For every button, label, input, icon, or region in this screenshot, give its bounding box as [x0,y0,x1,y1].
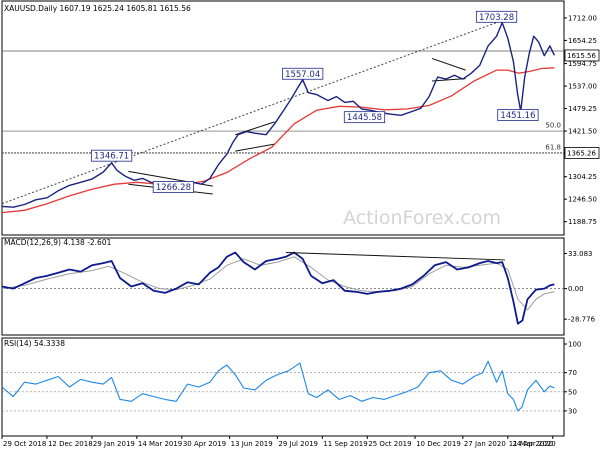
price-y-tick-label: 1421.50 [568,128,597,136]
x-tick-label: 29 Jul 2019 [278,440,318,448]
panel-frames [1,0,565,437]
panel-frame-macd [1,237,565,336]
annotation-box [497,109,539,121]
x-axis: 29 Oct 2018 12 Dec 2018 29 Jan 2019 14 Mar … [1,436,556,448]
price-y-tick-label: 1712.00 [568,14,597,22]
macd-header: MACD(12,26,9) 4.138 -2.601 [4,238,112,247]
channel-line [431,57,466,71]
x-tick-label: 10 Dec 2019 [416,440,461,448]
annotation-box [343,111,386,124]
rsi-y-tick-label: 50 [568,388,577,396]
annotation-label: 1445.58 [347,113,382,123]
x-tick-label: 12 Dec 2018 [48,440,93,448]
main-header: XAUUSD.Daily 1607.19 1625.24 1605.81 161… [4,4,191,13]
fib-label: 61.8 [545,144,561,152]
macd-panel: 33.083 0.00 -28.776 [1,250,596,325]
price-y-tick-label: 1246.50 [568,196,597,204]
price-y-tick-label: 1594.75 [568,60,597,68]
rsi-panel: 100 70 50 30 [1,341,581,415]
rsi-header: RSI(14) 54.3338 [4,339,65,348]
annotation-label: 1557.04 [285,70,320,80]
annotation-label: 1266.28 [156,183,191,193]
macd-signal-line [1,256,555,311]
price-y-tick-label: 1479.25 [568,105,597,113]
annotation-box [90,149,133,162]
annotation-box [475,10,518,23]
annotation-box [152,181,195,193]
fib-label: 50.0 [545,122,561,130]
price-tag-label: 1615.56 [567,52,596,60]
price-y-tick-label: 1654.25 [568,37,597,45]
macd-divergence-line [285,252,506,261]
annotation-label: 1346.71 [94,152,129,162]
rsi-y-tick-label: 70 [568,369,577,377]
annotation-box [282,67,324,80]
annotation-label: 1451.16 [500,111,535,121]
price-line [1,21,556,208]
price-panel: 1712.00 1654.25 1594.75 1537.00 1479.25 1421.… [1,10,600,226]
x-tick-label: 11 Mar 2020 [509,440,553,448]
x-tick-label: 11 Sep 2019 [323,440,367,448]
price-y-tick-label: 1188.75 [568,218,597,226]
panel-frame-rsi [1,337,565,437]
x-tick-label: 13 Jun 2019 [231,440,273,448]
macd-y-tick-label: -28.776 [568,316,596,324]
panel-frame-main [1,0,565,236]
ema-line [1,67,555,214]
price-tag-box [564,147,600,159]
x-tick-label: 14 Mar 2019 [138,440,182,448]
macd-line [1,251,555,325]
price-y-tick-label: 1537.00 [568,83,597,91]
rsi-y-tick-label: 30 [568,407,577,415]
macd-y-tick-label: 0.00 [568,285,584,293]
rsi-line [1,360,555,412]
x-tick-label: 27 Jan 2020 [464,440,506,448]
price-tag-box [564,49,600,62]
x-tick-label: 24 Apr 2020 [512,440,555,448]
x-tick-label: 29 Oct 2018 [3,440,46,448]
x-tick-label: 25 Oct 2019 [368,440,411,448]
rsi-y-tick-label: 100 [568,341,581,349]
channel-line [431,78,466,82]
annotation-label: 1703.28 [479,13,514,23]
channel-line [235,143,275,152]
x-tick-label: 29 Jan 2019 [93,440,135,448]
macd-y-tick-label: 33.083 [568,250,593,258]
x-tick-label: 30 Apr 2019 [183,440,226,448]
price-tag-label: 1365.26 [567,149,596,157]
price-y-tick-label: 1304.25 [568,173,597,181]
watermark: ActionForex.com [343,207,501,229]
